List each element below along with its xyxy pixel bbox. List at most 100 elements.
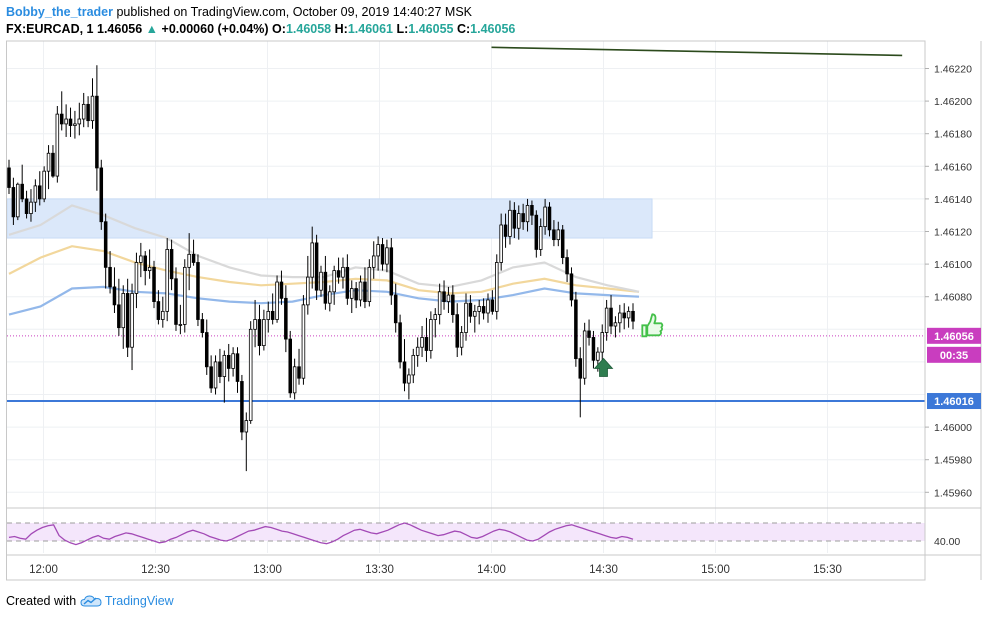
candle-body [253,319,257,330]
candle [147,249,152,279]
candle-body [486,299,490,314]
candle [415,337,420,367]
candle [341,257,345,289]
candle-body [618,312,622,324]
candle [95,65,99,191]
candle-body [108,266,112,288]
price-tick-label: 1.46180 [934,129,972,141]
candle-body [178,324,183,326]
trendline[interactable] [491,46,903,57]
candle [301,295,306,385]
candle [547,202,552,237]
candle [226,343,231,382]
candle [587,319,591,346]
candle-body [95,95,99,169]
candle-body [336,270,341,278]
candle-body [420,337,424,348]
candle [266,301,271,333]
candle-body [556,229,561,241]
candle [134,252,139,309]
candle-body [560,229,565,258]
candle [73,110,77,139]
level-badge-bg [927,393,981,410]
candle-body [191,253,196,263]
candle-body [341,266,345,278]
candle [20,164,24,203]
candle [437,283,442,325]
candle [521,203,525,230]
candle [292,358,297,400]
candle [490,290,495,315]
candle-body [125,293,130,348]
candle [631,303,635,330]
candle [420,326,424,358]
candle-body [24,198,29,214]
tradingview-brand-link[interactable]: TradingView [104,594,174,608]
candle-body [209,366,213,389]
candle-body [552,229,556,241]
candle [200,313,205,338]
candle-body [459,332,464,348]
candle [556,221,561,247]
arrow-up-icon[interactable] [593,357,614,377]
candle-body [437,291,442,316]
candle [257,304,262,356]
candle [328,285,332,312]
candle-body [433,314,438,320]
candle [534,210,539,258]
candle [591,330,596,369]
candle-body [521,213,525,223]
candle [81,92,86,128]
candle [574,291,578,367]
candle-body [587,330,591,338]
price-tick-label: 1.46000 [934,422,972,434]
candle-body [499,224,503,263]
publish-info: Bobby_the_trader published on TradingVie… [6,4,472,20]
candle [284,285,288,353]
candle-body [473,310,477,317]
candle-body [468,302,473,317]
candle-body [503,224,508,237]
candle-body [354,288,358,301]
author-name[interactable]: Bobby_the_trader [6,5,113,19]
candle [411,348,416,384]
candle-body [389,247,394,296]
price-tick-label: 1.46120 [934,227,972,239]
candle-body [328,291,332,304]
candle [345,254,350,305]
candle-body [139,255,143,263]
candle [244,412,249,472]
candle [288,330,293,398]
candle-body [103,221,108,268]
candle-body [174,278,178,325]
candle [306,255,310,315]
candle [51,145,55,178]
candle-body [64,118,68,125]
candle [152,260,156,309]
candle [240,374,244,441]
thumbs-up-icon[interactable] [641,313,664,338]
candle-body [407,374,411,384]
candle-body [451,294,455,316]
footer: Created with TradingView [6,592,174,610]
time-tick-label: 14:00 [477,564,506,576]
candle-body [512,209,517,229]
candle-body [33,185,38,203]
candle [389,238,394,305]
candle [530,200,534,225]
candle-body [112,286,117,306]
candle-body [55,113,60,177]
candle [543,198,547,235]
candle [495,254,499,320]
candle-body [130,293,134,348]
tradingview-cloud-icon [80,595,102,607]
last-price-badge: 1.46056 [934,331,974,343]
candle [29,189,33,222]
candle-body [332,270,336,293]
candle-body [143,255,147,272]
price-tick-label: 1.46160 [934,161,972,173]
candle [86,96,90,128]
candle-body [262,319,266,346]
candle [24,190,29,219]
